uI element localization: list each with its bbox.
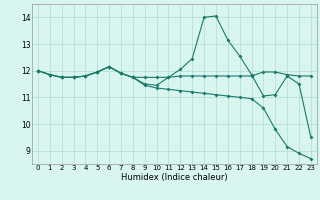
X-axis label: Humidex (Indice chaleur): Humidex (Indice chaleur) — [121, 173, 228, 182]
